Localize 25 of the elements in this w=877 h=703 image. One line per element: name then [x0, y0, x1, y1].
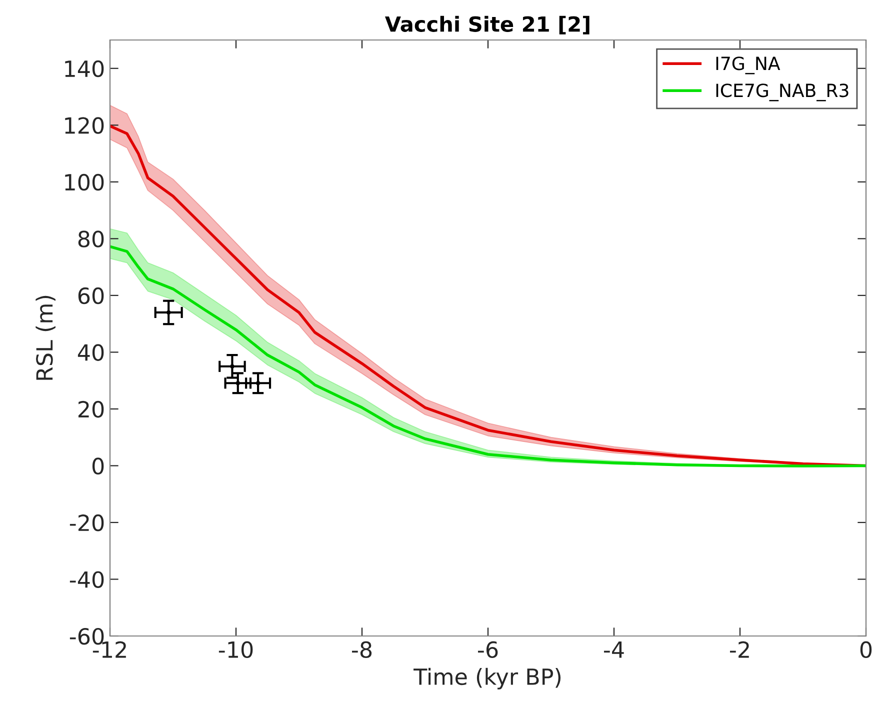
- x-axis-title: Time (kyr BP): [414, 668, 561, 690]
- point: [236, 381, 240, 385]
- y-tick-label: 0: [92, 458, 104, 474]
- point: [230, 364, 234, 368]
- y-tick-label: 140: [65, 60, 104, 78]
- x-tick-label: -10: [218, 641, 253, 658]
- y-tick-label: 80: [78, 230, 104, 248]
- chart-title: Vacchi Site 21 [2]: [384, 16, 590, 34]
- legend-label: ICE7G_NAB_R3: [716, 84, 848, 102]
- x-tick-label: -6: [478, 641, 498, 658]
- y-axis-title: RSL (m): [36, 296, 56, 380]
- x-tick-label: -4: [604, 642, 624, 658]
- point: [256, 381, 260, 385]
- x-tick-label: 0: [860, 641, 872, 658]
- point: [166, 310, 170, 314]
- y-tick-label: -20: [70, 514, 104, 532]
- y-tick-label: 40: [78, 344, 104, 361]
- x-tick-label: -2: [730, 641, 749, 658]
- y-tick-label: 20: [78, 400, 104, 418]
- y-tick-label: 120: [65, 117, 104, 134]
- x-tick-label: -8: [352, 641, 372, 658]
- y-tick-label: 100: [65, 174, 104, 191]
- y-tick-label: 60: [78, 287, 104, 304]
- legend-label: I7G_NA: [716, 56, 780, 74]
- y-tick-label: -40: [70, 571, 104, 588]
